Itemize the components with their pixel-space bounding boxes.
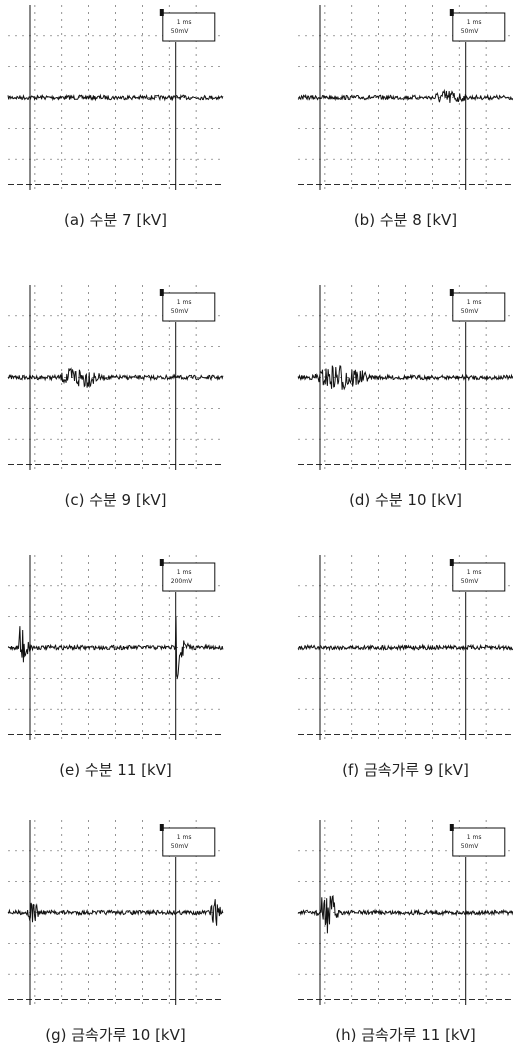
scale-time: 1 ms bbox=[177, 299, 192, 306]
caption: (h) 금속가루 11 [kV] bbox=[335, 1026, 475, 1044]
caption: (b) 수분 8 [kV] bbox=[354, 211, 457, 229]
scale-box bbox=[452, 562, 506, 592]
scale-box bbox=[452, 12, 506, 42]
caption: (f) 금속가루 9 [kV] bbox=[342, 761, 469, 779]
panel: 1 ms 50mV (c) 수분 9 [kV] bbox=[7, 285, 224, 509]
waveform bbox=[7, 616, 224, 680]
panel: 1 ms 50mV (g) 금속가루 10 [kV] bbox=[7, 820, 224, 1044]
panel: 1 ms 50mV (b) 수분 8 [kV] bbox=[297, 5, 513, 229]
trigger-marker bbox=[159, 289, 164, 296]
waveform bbox=[297, 88, 513, 103]
scale-box bbox=[162, 292, 216, 322]
caption: (e) 수분 11 [kV] bbox=[59, 761, 172, 779]
scale-volt: 200mV bbox=[171, 578, 193, 585]
scale-time: 1 ms bbox=[467, 569, 482, 576]
trigger-marker bbox=[159, 9, 164, 16]
scale-box bbox=[452, 827, 506, 857]
scale-time: 1 ms bbox=[177, 834, 192, 841]
panel: 1 ms 50mV (d) 수분 10 [kV] bbox=[297, 285, 513, 509]
panel: 1 ms 200mV (e) 수분 11 [kV] bbox=[7, 555, 224, 779]
panel: 1 ms 50mV (h) 금속가루 11 [kV] bbox=[297, 820, 513, 1044]
panel: 1 ms 50mV (f) 금속가루 9 [kV] bbox=[297, 555, 513, 779]
waveform bbox=[297, 643, 513, 652]
scale-volt: 50mV bbox=[171, 843, 189, 850]
trigger-marker bbox=[159, 559, 164, 566]
waveform bbox=[297, 894, 513, 934]
trigger-marker bbox=[159, 824, 164, 831]
waveform bbox=[7, 367, 224, 388]
scale-time: 1 ms bbox=[467, 19, 482, 26]
scale-time: 1 ms bbox=[177, 569, 192, 576]
trigger-marker bbox=[449, 9, 454, 16]
scale-volt: 50mV bbox=[461, 308, 479, 315]
caption: (a) 수분 7 [kV] bbox=[64, 211, 167, 229]
trigger-marker bbox=[449, 824, 454, 831]
scale-volt: 50mV bbox=[461, 578, 479, 585]
waveform bbox=[7, 93, 224, 102]
waveform bbox=[297, 365, 513, 391]
panel: 1 ms 50mV (a) 수분 7 [kV] bbox=[7, 5, 224, 229]
scale-volt: 50mV bbox=[461, 843, 479, 850]
scale-box bbox=[162, 12, 216, 42]
scale-volt: 50mV bbox=[171, 28, 189, 35]
scale-volt: 50mV bbox=[461, 28, 479, 35]
scale-time: 1 ms bbox=[467, 299, 482, 306]
scale-volt: 50mV bbox=[171, 308, 189, 315]
scale-box bbox=[452, 292, 506, 322]
waveform bbox=[7, 899, 224, 926]
scale-box bbox=[162, 562, 216, 592]
scale-time: 1 ms bbox=[177, 19, 192, 26]
caption: (d) 수분 10 [kV] bbox=[349, 491, 462, 509]
caption: (c) 수분 9 [kV] bbox=[64, 491, 166, 509]
caption: (g) 금속가루 10 [kV] bbox=[45, 1026, 185, 1044]
scale-box bbox=[162, 827, 216, 857]
trigger-marker bbox=[449, 559, 454, 566]
scale-time: 1 ms bbox=[467, 834, 482, 841]
trigger-marker bbox=[449, 289, 454, 296]
